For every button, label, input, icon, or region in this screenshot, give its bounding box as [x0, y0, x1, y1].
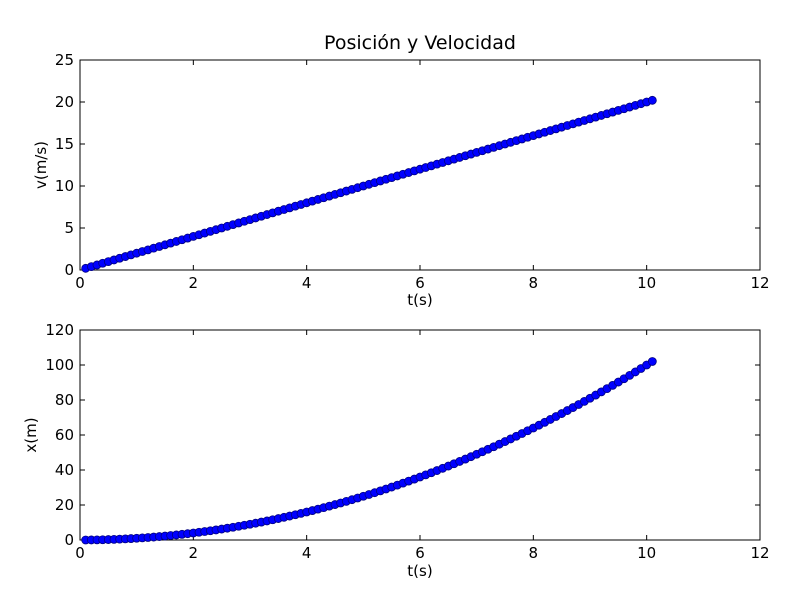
position-y-axis-label: x(m) [22, 417, 40, 452]
position-x-tick-label: 4 [302, 544, 312, 562]
velocity-y-tick-label: 25 [55, 51, 74, 69]
velocity-y-tick-label: 0 [64, 261, 74, 279]
position-x-tick-label: 0 [75, 544, 85, 562]
position-x-tick-label: 6 [415, 544, 425, 562]
velocity-y-tick-label: 10 [55, 177, 74, 195]
velocity-plot: 0 2 4 6 8 10 12 0 5 10 15 20 25 t(s) v(m/s) [32, 51, 770, 309]
position-series [81, 357, 657, 545]
position-point [647, 357, 657, 366]
position-x-tick-label: 8 [529, 544, 539, 562]
position-x-axis-label: t(s) [407, 562, 432, 580]
position-x-tick-label: 2 [189, 544, 199, 562]
position-y-tick-label: 100 [45, 356, 74, 374]
position-y-tick-label: 120 [45, 321, 74, 339]
velocity-x-tick-label: 6 [415, 274, 425, 292]
velocity-y-tick-label: 15 [55, 135, 74, 153]
velocity-tick-group: 0 2 4 6 8 10 12 0 5 10 15 20 25 [55, 51, 770, 292]
velocity-y-tick-label: 20 [55, 93, 74, 111]
velocity-x-tick-label: 12 [750, 274, 769, 292]
velocity-series [81, 95, 657, 273]
velocity-x-tick-label: 8 [529, 274, 539, 292]
position-y-tick-label: 20 [55, 496, 74, 514]
velocity-x-tick-label: 4 [302, 274, 312, 292]
chart-title: Posición y Velocidad [324, 32, 516, 54]
position-x-tick-label: 12 [750, 544, 769, 562]
velocity-y-tick-label: 5 [64, 219, 74, 237]
velocity-x-tick-label: 0 [75, 274, 85, 292]
velocity-x-tick-label: 2 [189, 274, 199, 292]
velocity-y-axis-label: v(m/s) [32, 141, 50, 189]
position-y-tick-label: 40 [55, 461, 74, 479]
position-y-tick-label: 80 [55, 391, 74, 409]
velocity-x-tick-label: 10 [637, 274, 656, 292]
position-x-tick-label: 10 [637, 544, 656, 562]
position-y-tick-label: 0 [64, 531, 74, 549]
velocity-point [647, 95, 657, 105]
velocity-x-axis-label: t(s) [407, 291, 432, 309]
position-y-tick-label: 60 [55, 426, 74, 444]
